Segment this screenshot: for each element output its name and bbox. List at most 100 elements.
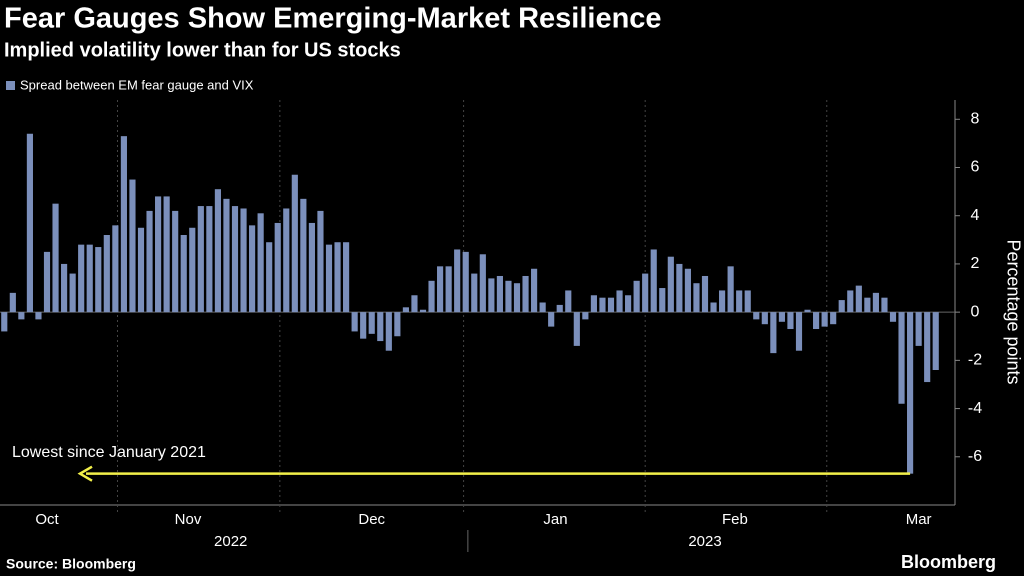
x-tick-label: Dec [358, 511, 385, 528]
bar [915, 312, 922, 346]
bar [821, 312, 828, 327]
bar [26, 133, 33, 313]
bar [565, 290, 572, 313]
bar [95, 247, 102, 313]
bar [197, 206, 204, 313]
bar [838, 300, 845, 313]
y-tick-label: -2 [968, 352, 982, 369]
bar [872, 292, 879, 313]
bar [599, 297, 606, 313]
bar [231, 206, 239, 313]
year-label: 2022 [214, 533, 247, 550]
bar [437, 266, 444, 313]
bar [317, 210, 324, 313]
bar [573, 312, 580, 346]
bar [52, 203, 59, 313]
bar [137, 227, 145, 313]
bar [9, 292, 16, 313]
bar [932, 312, 939, 370]
y-tick-label: -6 [968, 448, 982, 465]
bar [736, 290, 743, 313]
bar [146, 210, 153, 313]
year-label: 2023 [688, 533, 721, 550]
bar [308, 222, 315, 313]
bar [283, 208, 290, 313]
bar [795, 312, 803, 351]
y-tick-label: 0 [971, 303, 980, 320]
bar [402, 307, 409, 313]
bar [206, 206, 213, 313]
bar [864, 297, 871, 313]
bar [539, 302, 546, 313]
bar [701, 275, 709, 313]
bar [479, 254, 486, 313]
bar [368, 312, 375, 334]
bar [753, 312, 760, 320]
bar [548, 312, 555, 327]
bar [411, 295, 418, 313]
annotation-arrowhead [77, 465, 93, 482]
bar [69, 273, 76, 313]
bar [18, 312, 25, 320]
y-tick-label: 2 [971, 255, 980, 272]
bar [582, 312, 589, 320]
bar [676, 263, 683, 313]
x-tick-label: Nov [175, 511, 202, 528]
bar [496, 275, 503, 313]
bar [590, 295, 597, 313]
bar [531, 268, 538, 313]
bar [377, 312, 384, 342]
x-tick-label: Jan [543, 511, 567, 528]
bar [770, 312, 777, 354]
bar [830, 312, 837, 325]
bar [343, 242, 350, 313]
bar [881, 297, 888, 313]
y-tick-label: 6 [971, 159, 980, 176]
bar [650, 249, 657, 313]
bar [855, 285, 862, 313]
bar [419, 309, 427, 313]
annotation: Lowest since January 2021 [12, 444, 206, 461]
bar [633, 280, 640, 313]
bar [693, 283, 700, 313]
bar [155, 196, 162, 313]
bar [522, 275, 529, 313]
bar [744, 290, 751, 313]
bar [120, 136, 127, 313]
bar [428, 280, 435, 313]
bar [727, 266, 734, 313]
bar [813, 312, 820, 330]
y-tick-label: 4 [971, 207, 980, 224]
bar [454, 249, 461, 313]
bar [505, 280, 512, 313]
bar [249, 225, 256, 313]
bar [556, 304, 563, 313]
bar [214, 189, 221, 313]
x-tick-label: Mar [906, 511, 932, 528]
bar [351, 312, 358, 332]
bar [43, 251, 51, 313]
bar [787, 312, 794, 330]
bar [719, 290, 726, 313]
bar [385, 312, 392, 351]
bar [607, 297, 615, 313]
brand: Bloomberg [901, 552, 996, 572]
y-tick-label: -4 [968, 400, 982, 417]
bar [163, 196, 170, 313]
bar [1, 312, 8, 332]
bar [924, 312, 931, 383]
bar [172, 210, 179, 313]
bar [394, 312, 401, 337]
bar [129, 179, 136, 313]
bar [223, 198, 230, 313]
bar [471, 273, 478, 313]
bar [257, 213, 264, 313]
bar [488, 278, 495, 313]
bar [86, 244, 93, 313]
chart-subtitle: Implied volatility lower than for US sto… [4, 39, 401, 61]
y-tick-label: 8 [971, 111, 980, 128]
y-axis-label: Percentage points [1003, 239, 1023, 384]
bar [445, 266, 452, 313]
